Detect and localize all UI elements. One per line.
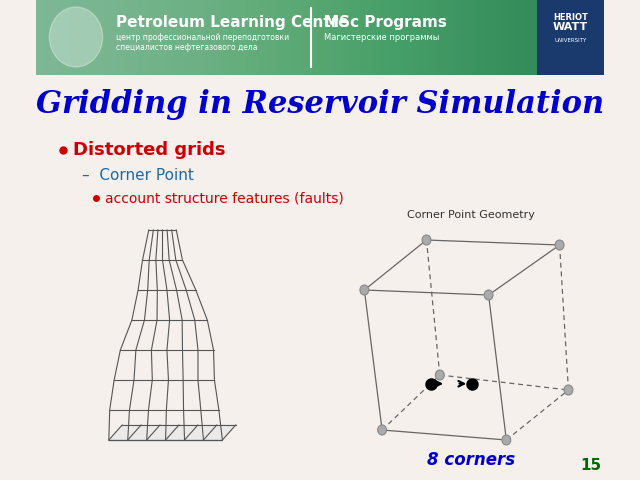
FancyBboxPatch shape [538, 0, 604, 75]
FancyBboxPatch shape [36, 0, 604, 75]
Polygon shape [109, 425, 236, 440]
Text: WATT: WATT [552, 22, 588, 32]
Text: HERIOT: HERIOT [553, 13, 588, 22]
Circle shape [564, 385, 573, 395]
Text: –  Corner Point: – Corner Point [82, 168, 194, 182]
Circle shape [49, 7, 102, 67]
Text: Petroleum Learning Centre: Petroleum Learning Centre [116, 14, 349, 29]
Text: специалистов нефтегазового дела: специалистов нефтегазового дела [116, 44, 257, 52]
Circle shape [378, 425, 387, 435]
Text: Gridding in Reservoir Simulation: Gridding in Reservoir Simulation [36, 89, 604, 120]
Text: MSc Programs: MSc Programs [324, 14, 447, 29]
Circle shape [555, 240, 564, 250]
Circle shape [435, 370, 444, 380]
Circle shape [360, 285, 369, 295]
Circle shape [422, 235, 431, 245]
Text: Distorted grids: Distorted grids [74, 141, 226, 159]
Text: Магистерские программы: Магистерские программы [324, 34, 440, 43]
Text: 8 corners: 8 corners [427, 451, 515, 469]
Text: Corner Point Geometry: Corner Point Geometry [407, 210, 535, 220]
Text: UNIVERSITY: UNIVERSITY [554, 38, 586, 43]
Text: центр профессиональной переподготовки: центр профессиональной переподготовки [116, 34, 289, 43]
Circle shape [502, 435, 511, 445]
Text: 15: 15 [580, 457, 601, 472]
Circle shape [484, 290, 493, 300]
Text: account structure features (faults): account structure features (faults) [105, 191, 344, 205]
